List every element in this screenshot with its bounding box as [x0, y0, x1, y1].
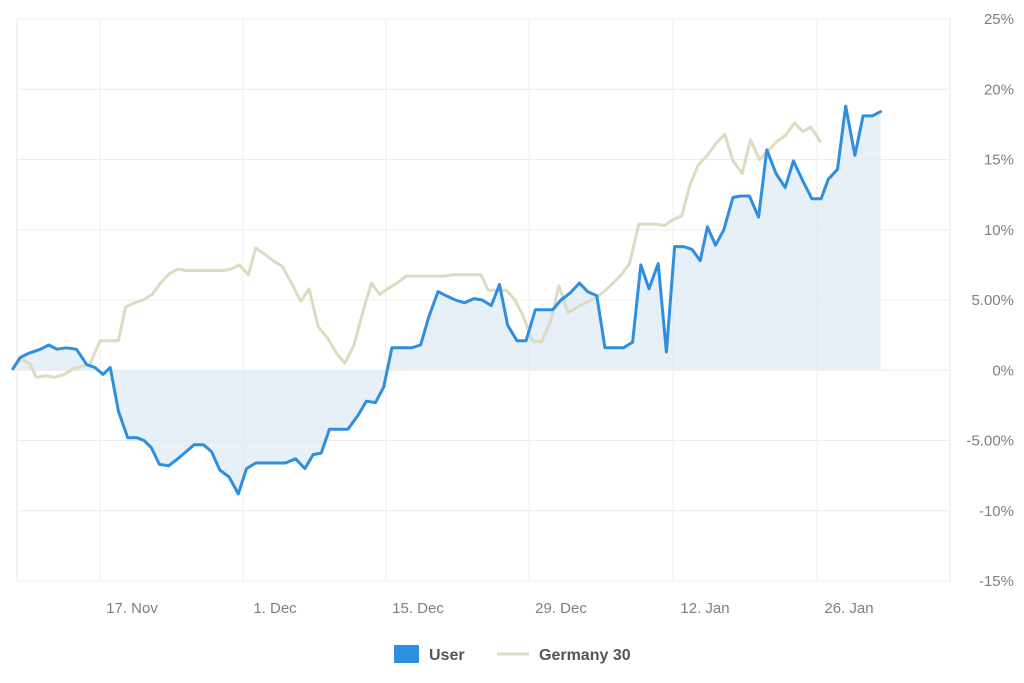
- y-axis-ticks: 25% 20% 15% 10% 5.00% 0% -5.00% -10% -15%: [966, 11, 1014, 590]
- y-tick-label: 5.00%: [971, 292, 1014, 309]
- x-tick-label: 26. Jan: [824, 600, 873, 617]
- y-tick-label: 20%: [984, 81, 1014, 98]
- legend-label-user: User: [429, 647, 465, 664]
- legend-item-user[interactable]: User: [394, 645, 465, 664]
- legend[interactable]: User Germany 30: [394, 645, 631, 664]
- user-area: [12, 106, 881, 494]
- y-tick-label: 0%: [992, 362, 1014, 379]
- x-tick-label: 15. Dec: [392, 600, 444, 617]
- x-tick-label: 1. Dec: [253, 600, 297, 617]
- legend-swatch-user: [394, 645, 419, 663]
- y-tick-label: -10%: [979, 503, 1014, 520]
- series-line-germany-30[interactable]: [11, 121, 822, 379]
- y-tick-label: -15%: [979, 573, 1014, 590]
- user-area-fill: [12, 106, 881, 494]
- y-tick-label: 25%: [984, 11, 1014, 28]
- y-tick-label: -5.00%: [966, 433, 1014, 450]
- legend-item-germany-30[interactable]: Germany 30: [497, 647, 631, 664]
- x-axis-ticks: 17. Nov 1. Dec 15. Dec 29. Dec 12. Jan 26. Ja…: [106, 600, 873, 617]
- y-tick-label: 10%: [984, 222, 1014, 239]
- x-tick-label: 12. Jan: [680, 600, 729, 617]
- x-tick-label: 17. Nov: [106, 600, 158, 617]
- x-tick-label: 29. Dec: [535, 600, 587, 617]
- legend-label-germany-30: Germany 30: [539, 647, 631, 664]
- y-tick-label: 15%: [984, 152, 1014, 169]
- series-lines: [11, 104, 882, 496]
- series-line-user[interactable]: [11, 104, 882, 496]
